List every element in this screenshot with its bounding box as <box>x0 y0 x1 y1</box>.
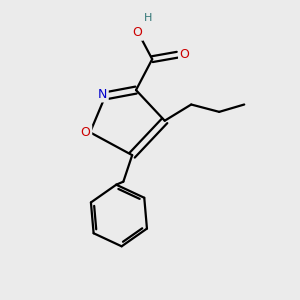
Text: O: O <box>133 26 142 39</box>
Text: H: H <box>144 13 152 23</box>
Text: O: O <box>81 126 91 139</box>
Text: N: N <box>98 88 107 101</box>
Text: O: O <box>180 48 190 61</box>
